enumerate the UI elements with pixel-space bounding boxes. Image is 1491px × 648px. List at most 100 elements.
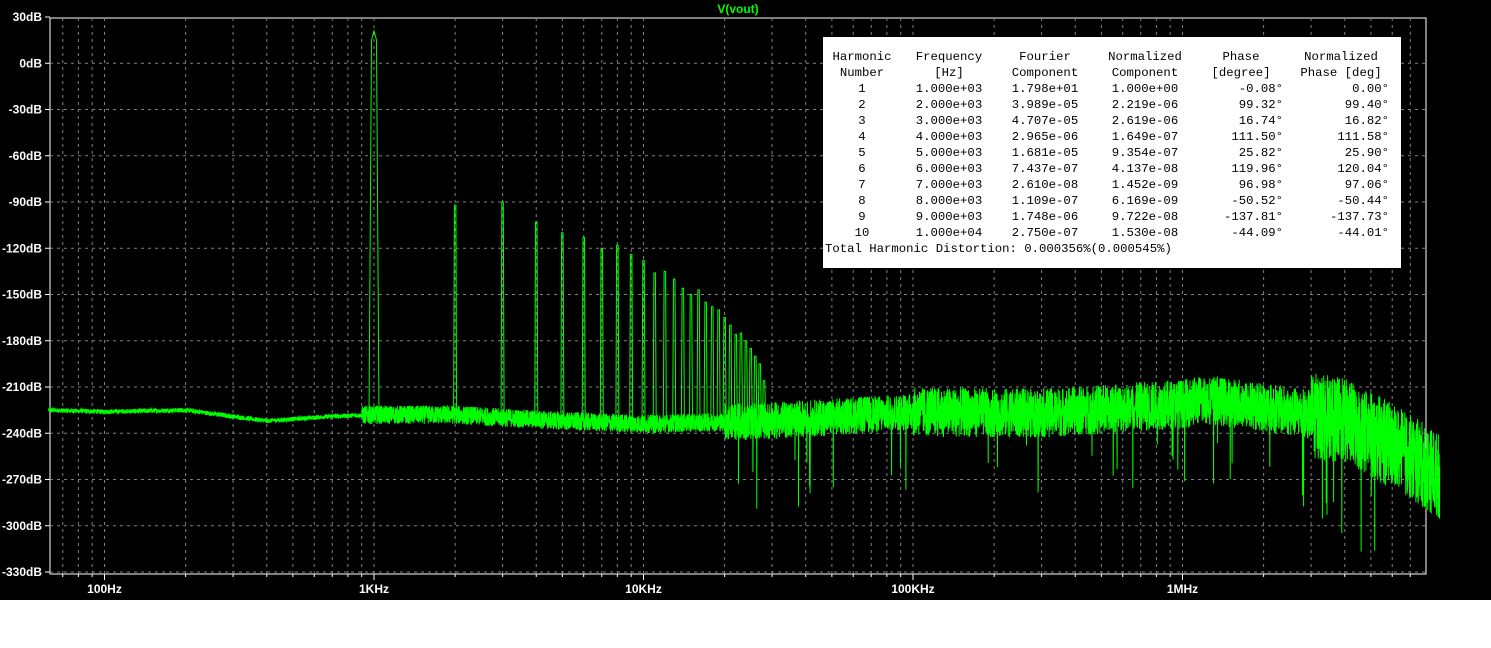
harmonic-peak <box>762 380 766 422</box>
trace-title: V(vout) <box>717 2 758 16</box>
fourier-table: Harmonic Frequency Fourier Normalized Phase N… <box>825 49 1389 241</box>
fourier-row: 1 1.000e+03 1.798e+01 1.000e+00 -0.08° 0.00° <box>825 81 1389 97</box>
fourier-row: 5 5.000e+03 1.681e-05 9.354e-07 25.82° 25.90° <box>825 145 1389 161</box>
fourier-cell: 4.707e-05 <box>1011 114 1079 128</box>
fourier-cell: 16.74° <box>1238 114 1283 128</box>
fourier-row: 7 7.000e+03 2.610e-08 1.452e-09 96.98° 97.06° <box>825 177 1389 193</box>
fourier-cell: 1.000e+03 <box>915 82 983 96</box>
fourier-row: 6 6.000e+03 7.437e-07 4.137e-08 119.96° 120.0… <box>825 161 1389 177</box>
fourier-cell: 1.798e+01 <box>1011 82 1079 96</box>
harmonic-peak <box>652 272 657 424</box>
y-tick-label: -30dB <box>9 103 43 117</box>
fourier-cell: 5.000e+03 <box>915 146 983 160</box>
fourier-header-cell: Normalized <box>1108 50 1182 64</box>
fourier-cell: 6.000e+03 <box>915 162 983 176</box>
harmonic-peak <box>641 260 646 425</box>
x-tick-label: 1MHz <box>1167 582 1198 596</box>
harmonic-peak <box>680 287 685 424</box>
fourier-cell: 1.530e-08 <box>1111 226 1179 240</box>
fourier-row: 10 1.000e+04 2.750e-07 1.530e-08 -44.09° -44.… <box>825 225 1389 241</box>
fourier-header-row: Harmonic Frequency Fourier Normalized Phase N… <box>825 49 1389 65</box>
fourier-cell: 2 <box>858 98 866 112</box>
harmonic-peak <box>748 348 753 422</box>
fourier-cell: 9.000e+03 <box>915 210 983 224</box>
fourier-cell: 9 <box>858 210 866 224</box>
fourier-header-cell: Harmonic <box>832 50 892 64</box>
fourier-header-cell: Phase <box>1222 50 1260 64</box>
fourier-cell: 9.722e-08 <box>1111 210 1179 224</box>
x-tick-label: 1KHz <box>359 582 389 596</box>
fourier-cell: 4 <box>858 130 866 144</box>
fourier-cell: 2.965e-06 <box>1011 130 1079 144</box>
fourier-cell: 1.681e-05 <box>1011 146 1079 160</box>
fourier-cell: -50.52° <box>1231 194 1283 208</box>
y-tick-label: 30dB <box>13 10 43 24</box>
fourier-header-cell: Phase [deg] <box>1300 66 1382 80</box>
fourier-header-cell: Frequency <box>915 50 983 64</box>
fourier-cell: -44.09° <box>1231 226 1283 240</box>
plot-window: V(vout) 30dB 0dB -30dB -60dB -90dB -120dB -150d… <box>0 0 1491 600</box>
harmonic-peak <box>739 332 743 422</box>
fourier-cell: 10 <box>854 226 870 240</box>
y-tick-label: -270dB <box>2 473 42 487</box>
fourier-cell: 16.82° <box>1344 114 1389 128</box>
fourier-header-cell: Fourier <box>1019 50 1071 64</box>
y-tick-label: -210dB <box>2 380 42 394</box>
x-tick-label: 100KHz <box>891 582 934 596</box>
fourier-row: 4 4.000e+03 2.965e-06 1.649e-07 111.50° 111.5… <box>825 129 1389 145</box>
fourier-cell: 2.219e-06 <box>1111 98 1179 112</box>
harmonic-peak <box>744 340 748 422</box>
fourier-cell: 2.750e-07 <box>1011 226 1079 240</box>
harmonic-peak <box>753 355 758 422</box>
y-tick-label: -180dB <box>2 334 42 348</box>
fourier-cell: 1.000e+00 <box>1111 82 1179 96</box>
fourier-row: 9 9.000e+03 1.748e-06 9.722e-08 -137.81° -137… <box>825 209 1389 225</box>
harmonic-peak <box>581 237 586 422</box>
harmonic-peak <box>733 334 738 422</box>
plot-frame <box>49 17 1427 575</box>
x-tick-label: 10KHz <box>625 582 662 596</box>
harmonic-peak <box>728 324 733 422</box>
fourier-cell: 111.58° <box>1337 130 1389 144</box>
harmonic-peak <box>696 289 701 423</box>
thd-line: Total Harmonic Distortion: 0.000356%(0.0… <box>825 242 1172 256</box>
harmonic-peak <box>599 247 604 423</box>
fourier-header-cell: Component <box>1111 66 1179 80</box>
fourier-header-row: Number [Hz] Component Component [degree] Phas… <box>825 65 1389 81</box>
harmonic-peak <box>722 317 727 423</box>
fourier-cell: 0.00° <box>1352 82 1389 96</box>
harmonic-peak <box>368 28 380 415</box>
harmonic-peak <box>534 221 539 420</box>
harmonic-peak <box>453 204 458 415</box>
fourier-cell: 97.06° <box>1344 178 1389 192</box>
fourier-row: 2 2.000e+03 3.989e-05 2.219e-06 99.32° 99.40° <box>825 97 1389 113</box>
harmonic-peak <box>629 253 634 424</box>
fourier-cell: -137.73° <box>1329 210 1389 224</box>
fourier-cell: 96.98° <box>1238 178 1283 192</box>
y-tick-label: -330dB <box>2 565 42 579</box>
harmonic-peak <box>560 232 565 421</box>
fourier-cell: 120.04° <box>1337 162 1389 176</box>
y-tick-label: 0dB <box>19 56 42 70</box>
fourier-cell: 25.90° <box>1344 146 1389 160</box>
fourier-cell: 3 <box>858 114 866 128</box>
noise-floor-trace <box>48 373 1441 552</box>
fourier-cell: 3.989e-05 <box>1011 98 1079 112</box>
fourier-header-cell: Normalized <box>1304 50 1378 64</box>
fourier-cell: 3.000e+03 <box>915 114 983 128</box>
harmonic-peak <box>615 244 620 424</box>
fourier-cell: 6.169e-09 <box>1111 194 1179 208</box>
fourier-header-cell: [degree] <box>1211 66 1271 80</box>
y-tick-label: -120dB <box>2 241 42 255</box>
fourier-cell: 119.96° <box>1231 162 1283 176</box>
fourier-cell: -0.08° <box>1238 82 1283 96</box>
fourier-cell: -50.44° <box>1337 194 1389 208</box>
fourier-cell: -137.81° <box>1223 210 1283 224</box>
harmonic-peak <box>710 306 715 423</box>
fourier-cell: 99.32° <box>1238 98 1283 112</box>
y-tick-label: -240dB <box>2 426 42 440</box>
fourier-cell: 8 <box>858 194 866 208</box>
fourier-cell: 111.50° <box>1231 130 1283 144</box>
fourier-cell: 5 <box>858 146 866 160</box>
harmonic-peak <box>716 309 721 423</box>
